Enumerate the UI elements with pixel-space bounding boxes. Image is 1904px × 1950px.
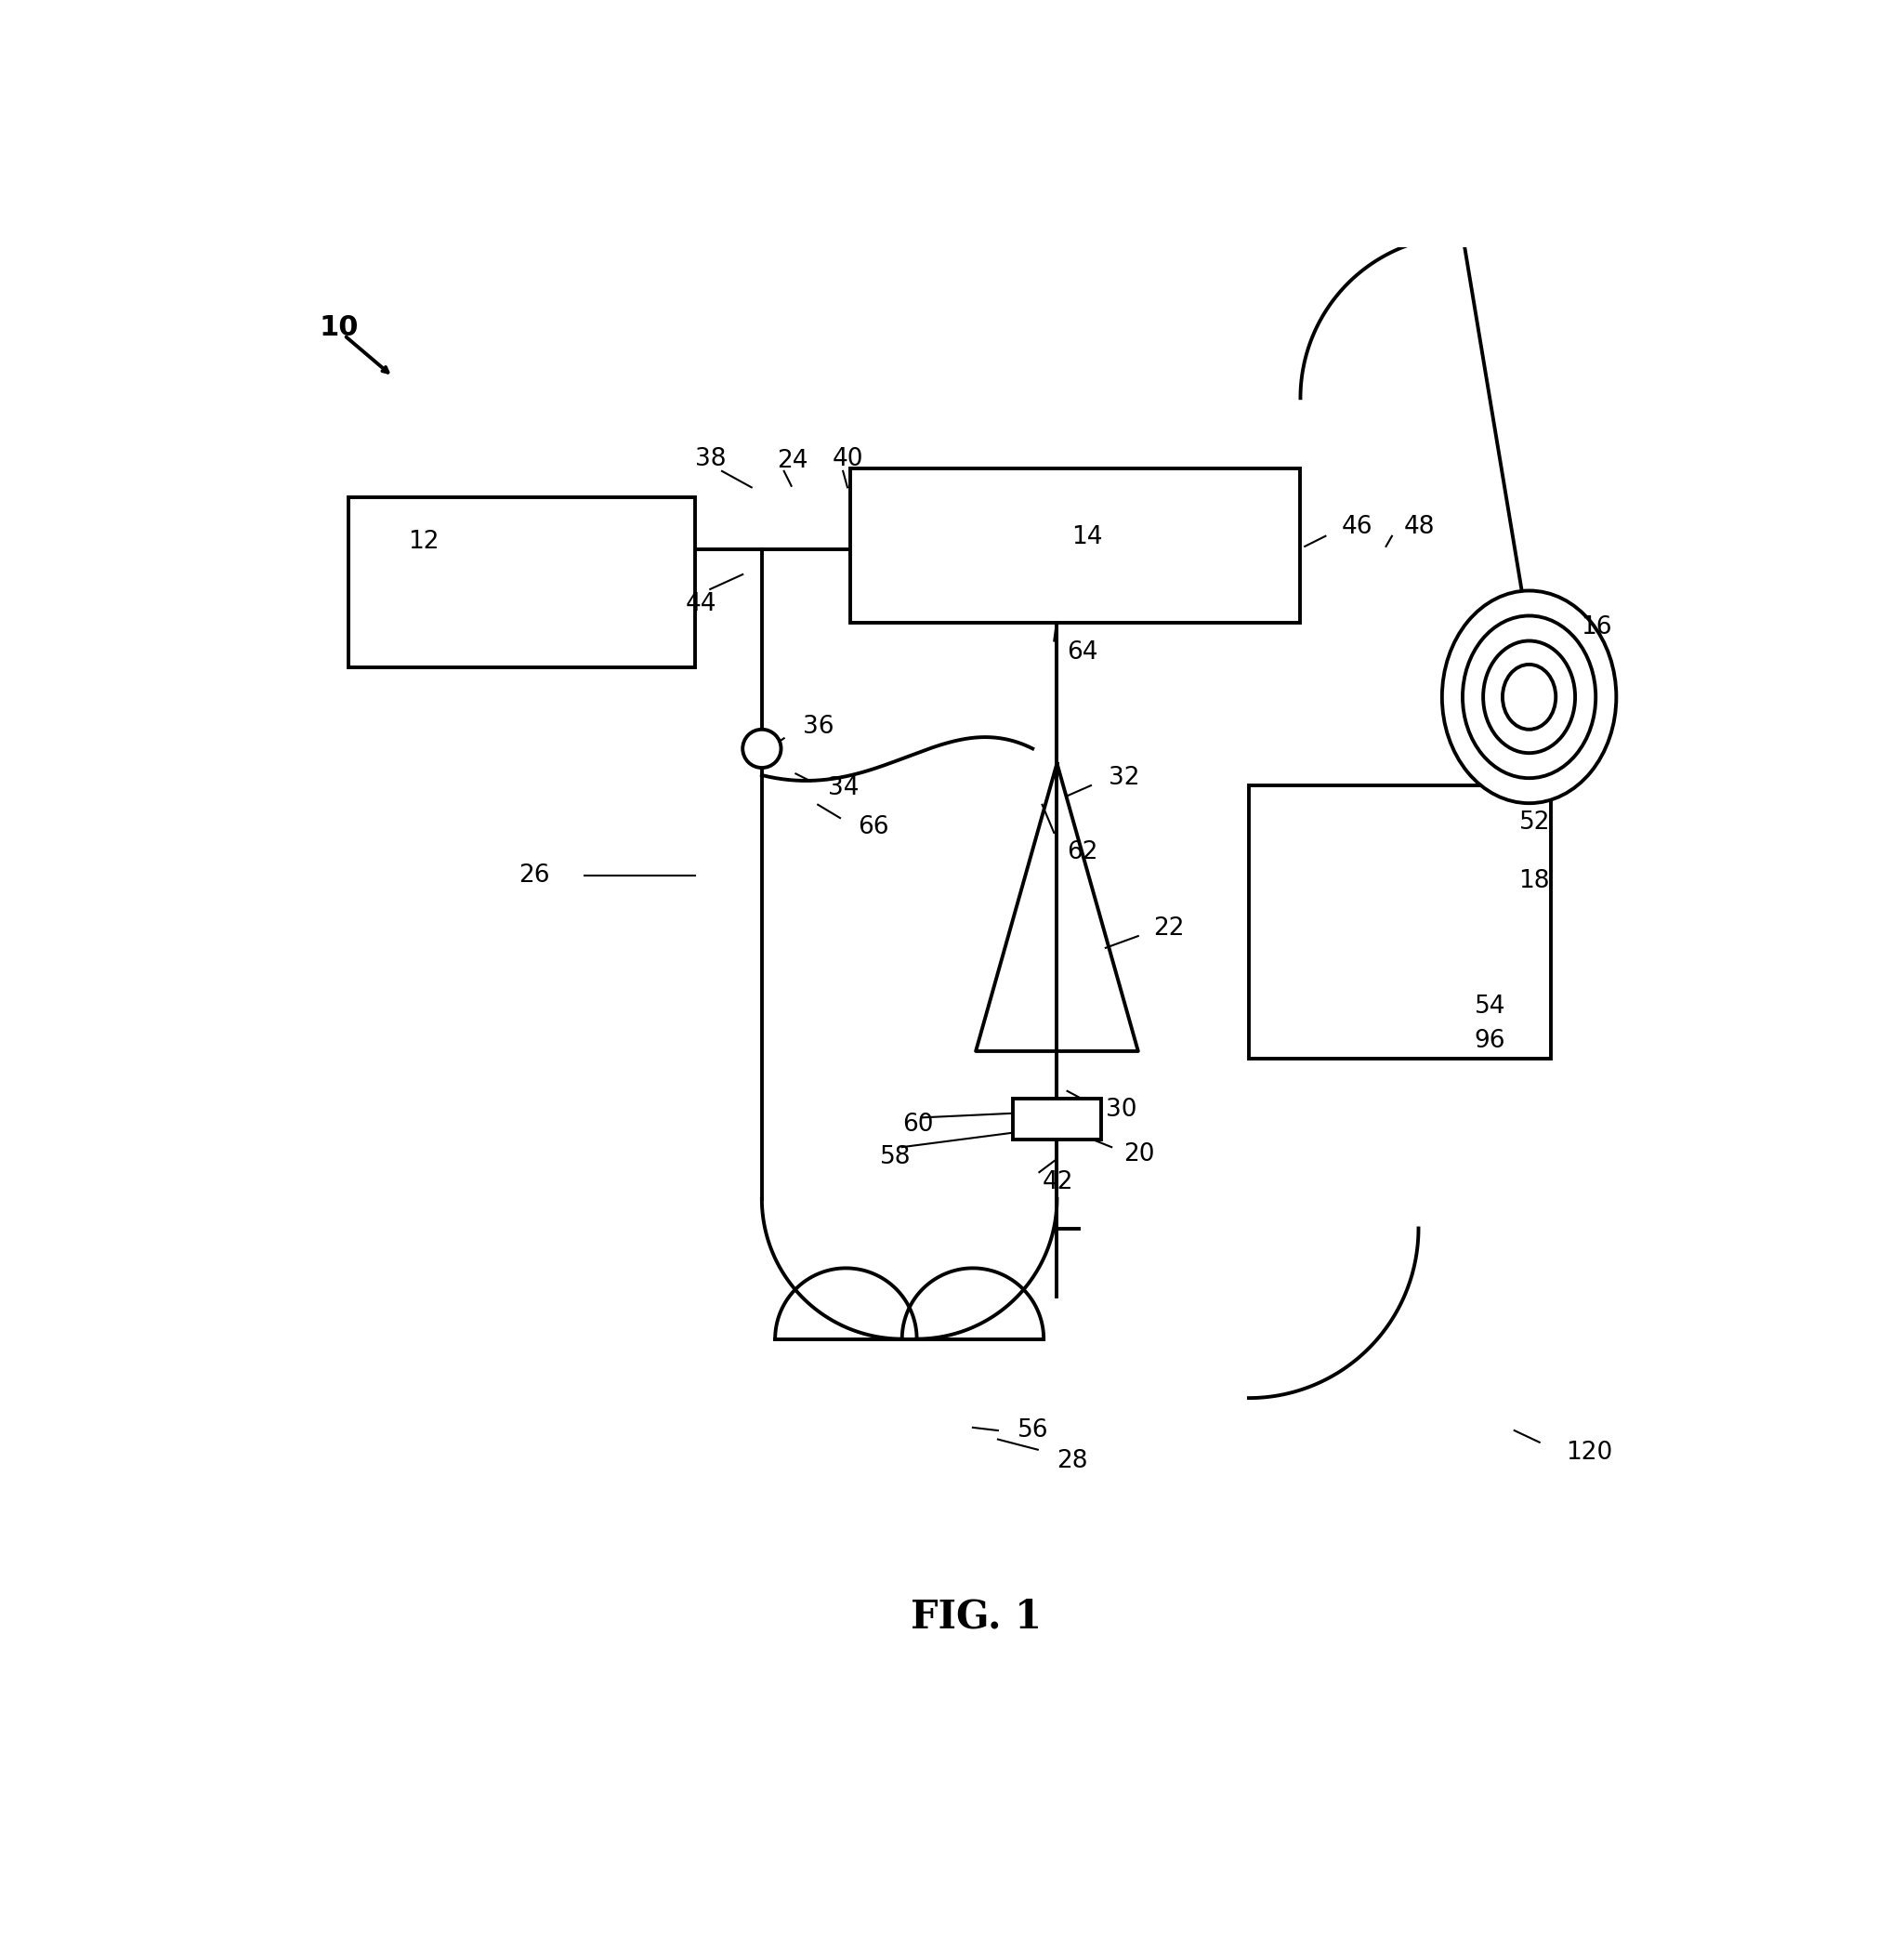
Text: 40: 40 [832, 447, 864, 472]
Bar [851, 468, 1300, 624]
Bar [1249, 786, 1552, 1059]
Text: 12: 12 [407, 530, 438, 554]
Bar [348, 497, 695, 667]
Text: 44: 44 [685, 593, 716, 616]
Bar [1013, 1098, 1101, 1139]
Text: 96: 96 [1474, 1030, 1506, 1053]
Ellipse shape [1502, 665, 1556, 729]
Circle shape [743, 729, 781, 768]
Text: 50: 50 [1537, 720, 1567, 743]
Ellipse shape [1462, 616, 1596, 778]
Text: 28: 28 [1057, 1449, 1087, 1474]
Text: FIG. 1: FIG. 1 [910, 1597, 1041, 1636]
Text: 48: 48 [1403, 515, 1436, 540]
Ellipse shape [1483, 642, 1575, 753]
Text: 46: 46 [1342, 515, 1373, 540]
Text: 24: 24 [777, 448, 807, 472]
Text: 38: 38 [695, 447, 727, 472]
Text: 42: 42 [1041, 1170, 1074, 1195]
Text: 64: 64 [1068, 642, 1099, 665]
Text: 26: 26 [518, 864, 550, 887]
Text: 36: 36 [803, 714, 834, 739]
Text: 62: 62 [1068, 840, 1099, 864]
Text: 52: 52 [1519, 811, 1550, 835]
Text: 16: 16 [1580, 616, 1613, 640]
Text: 22: 22 [1154, 916, 1184, 940]
Text: 18: 18 [1519, 870, 1550, 893]
Text: 30: 30 [1106, 1098, 1137, 1123]
Text: 58: 58 [880, 1145, 910, 1170]
Text: 56: 56 [1017, 1418, 1049, 1443]
Text: 66: 66 [859, 815, 889, 838]
Text: 60: 60 [902, 1113, 933, 1137]
Text: 54: 54 [1474, 994, 1506, 1020]
Text: 10: 10 [320, 314, 358, 341]
Text: 20: 20 [1123, 1143, 1154, 1166]
Text: 32: 32 [1108, 766, 1140, 790]
Text: 120: 120 [1567, 1441, 1613, 1464]
Ellipse shape [1441, 591, 1616, 803]
Text: 14: 14 [1072, 525, 1102, 550]
Text: 34: 34 [828, 776, 859, 801]
